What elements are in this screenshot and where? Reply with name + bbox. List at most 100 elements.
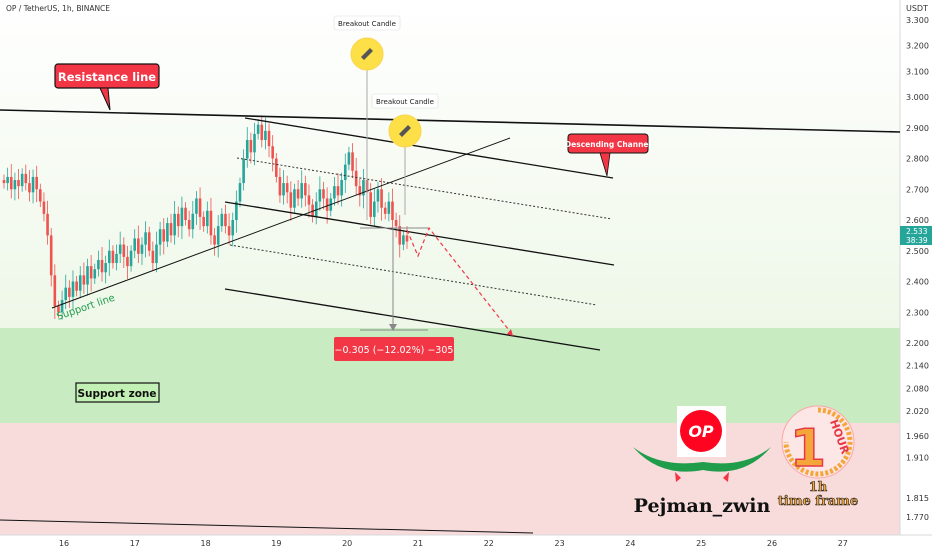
candle-body[interactable] xyxy=(394,220,398,227)
candle-body[interactable] xyxy=(97,259,100,270)
candle-body[interactable] xyxy=(158,229,162,245)
candle-body[interactable] xyxy=(111,250,115,264)
candle-body[interactable] xyxy=(140,244,144,254)
candle-body[interactable] xyxy=(60,299,64,313)
candle-body[interactable] xyxy=(238,183,242,202)
candle-body[interactable] xyxy=(242,158,245,184)
candle-body[interactable] xyxy=(343,164,347,181)
descending-channel-label[interactable]: Descending Channel xyxy=(565,133,651,177)
candle-body[interactable] xyxy=(274,158,278,177)
candle-body[interactable] xyxy=(155,244,158,264)
candle-body[interactable] xyxy=(166,223,169,242)
channel-lower-line[interactable] xyxy=(224,288,601,351)
candle-body[interactable] xyxy=(340,180,343,196)
candle-body[interactable] xyxy=(86,266,89,285)
candle-body[interactable] xyxy=(173,213,176,236)
candle-body[interactable] xyxy=(245,140,249,159)
candle-body[interactable] xyxy=(264,130,267,141)
candle-body[interactable] xyxy=(115,253,118,264)
candle-body[interactable] xyxy=(169,223,173,236)
candle-body[interactable] xyxy=(122,244,126,257)
candle-body[interactable] xyxy=(162,229,166,242)
candle-body[interactable] xyxy=(271,146,274,159)
candle-body[interactable] xyxy=(402,235,405,245)
candle-body[interactable] xyxy=(180,207,184,227)
candle-body[interactable] xyxy=(129,250,133,267)
channel-upper-line[interactable] xyxy=(244,117,614,179)
candle-body[interactable] xyxy=(202,216,205,227)
candle-body[interactable] xyxy=(289,192,293,208)
candle-body[interactable] xyxy=(28,183,31,193)
price-axis[interactable]: USDT 3.300 3.200 3.100 3.000 2.900 2.800 2.700… xyxy=(906,4,929,522)
candle-body[interactable] xyxy=(293,189,296,208)
candle-body[interactable] xyxy=(209,210,213,236)
candle-body[interactable] xyxy=(35,176,38,190)
candle-body[interactable] xyxy=(93,269,97,279)
candle-body[interactable] xyxy=(137,238,140,254)
candle-body[interactable] xyxy=(89,266,93,279)
candle-body[interactable] xyxy=(380,189,383,208)
candle-body[interactable] xyxy=(336,186,340,196)
candle-body[interactable] xyxy=(17,180,20,187)
candle-body[interactable] xyxy=(6,176,9,184)
candle-body[interactable] xyxy=(282,183,285,196)
breakout-2-callout[interactable]: Breakout Candle xyxy=(371,93,439,148)
candle-body[interactable] xyxy=(376,189,380,202)
candle-body[interactable] xyxy=(198,198,202,217)
candle-body[interactable] xyxy=(369,192,372,217)
candle-body[interactable] xyxy=(231,220,235,236)
candle-body[interactable] xyxy=(75,281,78,291)
candle-body[interactable] xyxy=(151,250,155,264)
candle-body[interactable] xyxy=(398,226,402,245)
breakout-1-callout[interactable]: Breakout Candle xyxy=(333,15,401,71)
candle-body[interactable] xyxy=(126,256,129,267)
candle-body[interactable] xyxy=(314,201,318,217)
candle-body[interactable] xyxy=(216,226,220,245)
candle-body[interactable] xyxy=(354,170,358,187)
candle-body[interactable] xyxy=(78,275,82,291)
candle-body[interactable] xyxy=(285,183,289,193)
candle-body[interactable] xyxy=(191,213,195,230)
candle-body[interactable] xyxy=(224,213,227,227)
candle-body[interactable] xyxy=(318,189,322,202)
candle-body[interactable] xyxy=(227,226,231,236)
support-zone-label[interactable]: Support zone xyxy=(75,382,160,403)
candle-body[interactable] xyxy=(64,287,68,300)
candle-body[interactable] xyxy=(71,281,75,297)
candle-body[interactable] xyxy=(147,232,151,251)
candle-body[interactable] xyxy=(24,173,28,184)
candle-body[interactable] xyxy=(325,198,329,211)
candle-body[interactable] xyxy=(57,306,60,313)
candle-body[interactable] xyxy=(49,235,53,276)
candle-body[interactable] xyxy=(253,133,256,153)
channel-middle-line[interactable] xyxy=(224,201,615,266)
candle-body[interactable] xyxy=(260,124,264,141)
candle-body[interactable] xyxy=(2,180,6,184)
candle-body[interactable] xyxy=(300,183,304,199)
candle-body[interactable] xyxy=(405,235,409,242)
candle-body[interactable] xyxy=(184,207,187,220)
candle-body[interactable] xyxy=(176,213,180,227)
candle-body[interactable] xyxy=(42,201,46,214)
candle-body[interactable] xyxy=(104,263,107,273)
candle-body[interactable] xyxy=(195,198,198,214)
candle-body[interactable] xyxy=(304,183,307,196)
candle-body[interactable] xyxy=(358,186,362,196)
candle-body[interactable] xyxy=(9,176,13,190)
candle-body[interactable] xyxy=(278,176,282,196)
candle-body[interactable] xyxy=(296,189,300,199)
candle-body[interactable] xyxy=(13,180,17,190)
candle-body[interactable] xyxy=(362,180,365,196)
candle-body[interactable] xyxy=(31,176,35,193)
candle-body[interactable] xyxy=(20,173,24,187)
candle-body[interactable] xyxy=(383,207,387,214)
candle-body[interactable] xyxy=(387,201,391,214)
support-line[interactable] xyxy=(51,137,511,309)
candle-body[interactable] xyxy=(391,201,394,220)
candle-body[interactable] xyxy=(220,213,224,227)
candle-body[interactable] xyxy=(46,213,49,236)
candle-body[interactable] xyxy=(68,287,71,297)
candle-body[interactable] xyxy=(100,259,104,273)
candle-body[interactable] xyxy=(347,152,351,165)
